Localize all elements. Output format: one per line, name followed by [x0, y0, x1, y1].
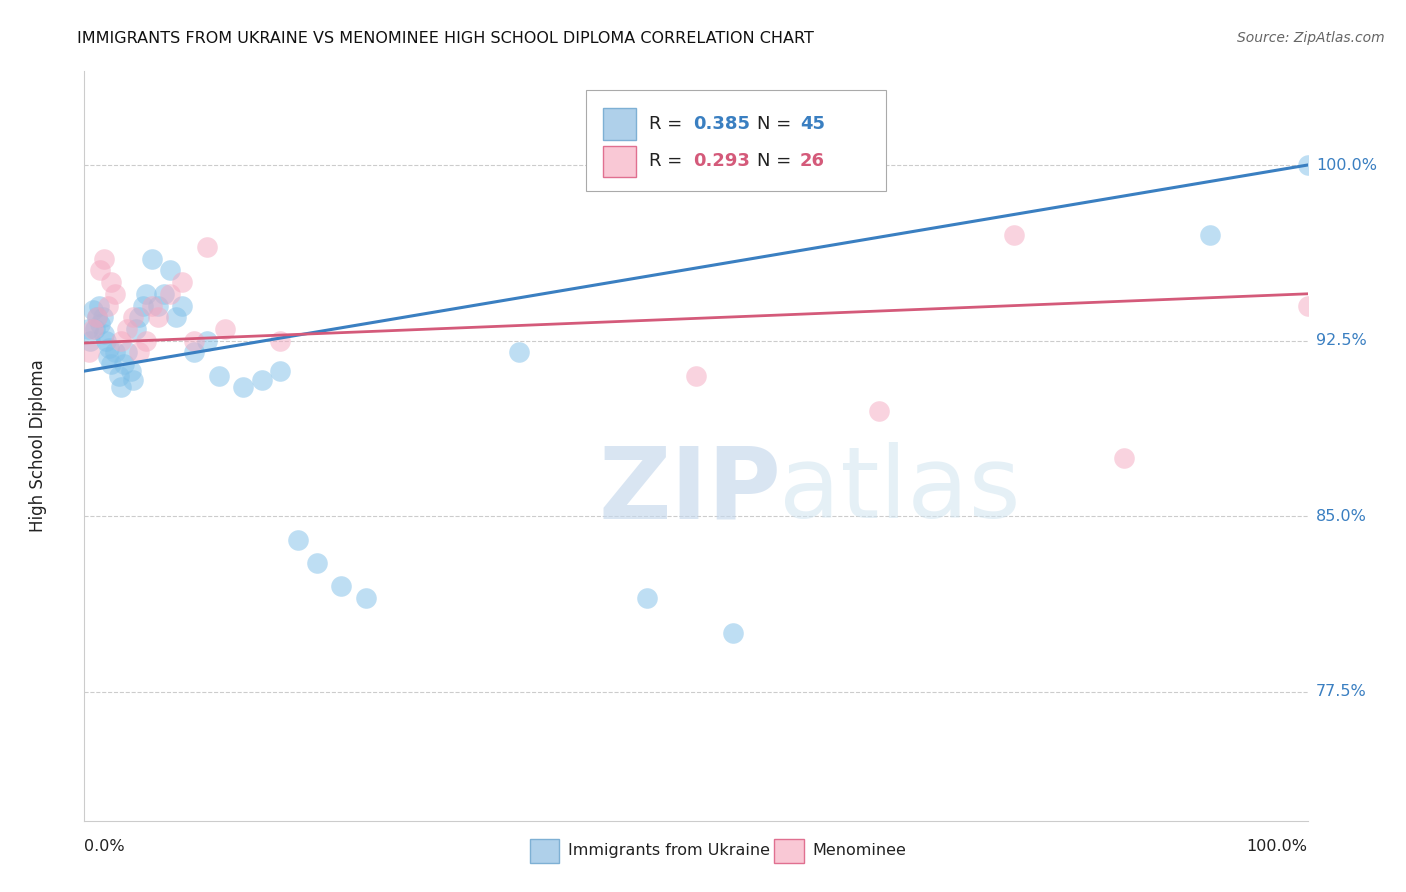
Point	[110, 380, 132, 394]
Point	[1198, 228, 1220, 243]
Point	[354, 591, 377, 606]
Point	[172, 299, 194, 313]
Point	[287, 533, 309, 547]
Point	[269, 334, 291, 348]
Point	[122, 310, 145, 325]
Point	[250, 373, 273, 387]
Text: N =: N =	[758, 153, 797, 170]
Point	[115, 322, 138, 336]
Point	[1296, 158, 1319, 172]
Point	[183, 345, 205, 359]
Text: IMMIGRANTS FROM UKRAINE VS MENOMINEE HIGH SCHOOL DIPLOMA CORRELATION CHART: IMMIGRANTS FROM UKRAINE VS MENOMINEE HIG…	[77, 31, 814, 46]
Point	[128, 310, 150, 325]
Point	[77, 345, 100, 359]
Point	[305, 556, 328, 570]
Point	[107, 368, 129, 383]
Text: R =: R =	[650, 115, 689, 133]
Point	[82, 322, 104, 336]
Text: 0.385: 0.385	[693, 115, 751, 133]
Point	[104, 286, 127, 301]
Text: atlas: atlas	[779, 442, 1021, 540]
Text: 45: 45	[800, 115, 825, 133]
Point	[132, 299, 155, 313]
Point	[122, 373, 145, 387]
Point	[77, 322, 100, 336]
Point	[89, 317, 111, 331]
Text: 85.0%: 85.0%	[1316, 508, 1367, 524]
Point	[82, 303, 104, 318]
Point	[128, 345, 150, 359]
Text: 0.0%: 0.0%	[84, 839, 125, 855]
Point	[97, 341, 120, 355]
Point	[636, 591, 658, 606]
Point	[1114, 450, 1136, 465]
Text: 100.0%: 100.0%	[1316, 158, 1376, 172]
Point	[96, 334, 118, 348]
Point	[159, 286, 181, 301]
FancyBboxPatch shape	[530, 838, 560, 863]
FancyBboxPatch shape	[775, 838, 804, 863]
Point	[86, 310, 108, 325]
Point	[89, 263, 111, 277]
Point	[135, 286, 157, 301]
Point	[141, 299, 163, 313]
Point	[110, 334, 132, 348]
Text: Source: ZipAtlas.com: Source: ZipAtlas.com	[1237, 31, 1385, 45]
Point	[97, 350, 120, 364]
Point	[120, 364, 142, 378]
Point	[125, 322, 148, 336]
Point	[159, 263, 181, 277]
Point	[869, 404, 891, 418]
Point	[141, 252, 163, 266]
Point	[232, 380, 254, 394]
Point	[685, 368, 707, 383]
Point	[1296, 299, 1319, 313]
Point	[91, 310, 114, 325]
Point	[214, 322, 236, 336]
Text: Immigrants from Ukraine: Immigrants from Ukraine	[568, 843, 769, 858]
FancyBboxPatch shape	[603, 108, 636, 139]
Point	[100, 357, 122, 371]
Point	[508, 345, 530, 359]
Text: 77.5%: 77.5%	[1316, 684, 1367, 699]
Text: 92.5%: 92.5%	[1316, 333, 1367, 348]
Point	[172, 275, 194, 289]
Point	[112, 357, 135, 371]
Text: N =: N =	[758, 115, 797, 133]
FancyBboxPatch shape	[603, 145, 636, 177]
Point	[97, 299, 120, 313]
Point	[1002, 228, 1025, 243]
Point	[93, 326, 115, 341]
Point	[195, 240, 218, 254]
Text: High School Diploma: High School Diploma	[30, 359, 46, 533]
Point	[721, 626, 744, 640]
Text: 100.0%: 100.0%	[1247, 839, 1308, 855]
Text: R =: R =	[650, 153, 689, 170]
Text: ZIP: ZIP	[598, 442, 780, 540]
Text: Menominee: Menominee	[813, 843, 905, 858]
Point	[115, 345, 138, 359]
Point	[104, 345, 127, 359]
Point	[269, 364, 291, 378]
Point	[146, 310, 169, 325]
Point	[165, 310, 187, 325]
Point	[87, 299, 110, 313]
Point	[86, 310, 108, 325]
Point	[84, 322, 107, 336]
Point	[330, 580, 353, 594]
Point	[195, 334, 218, 348]
Point	[135, 334, 157, 348]
Point	[183, 334, 205, 348]
Point	[146, 299, 169, 313]
FancyBboxPatch shape	[586, 90, 886, 191]
Text: 0.293: 0.293	[693, 153, 751, 170]
Point	[100, 275, 122, 289]
Point	[79, 334, 101, 348]
Point	[93, 252, 115, 266]
Point	[153, 286, 176, 301]
Point	[208, 368, 231, 383]
Text: 26: 26	[800, 153, 825, 170]
